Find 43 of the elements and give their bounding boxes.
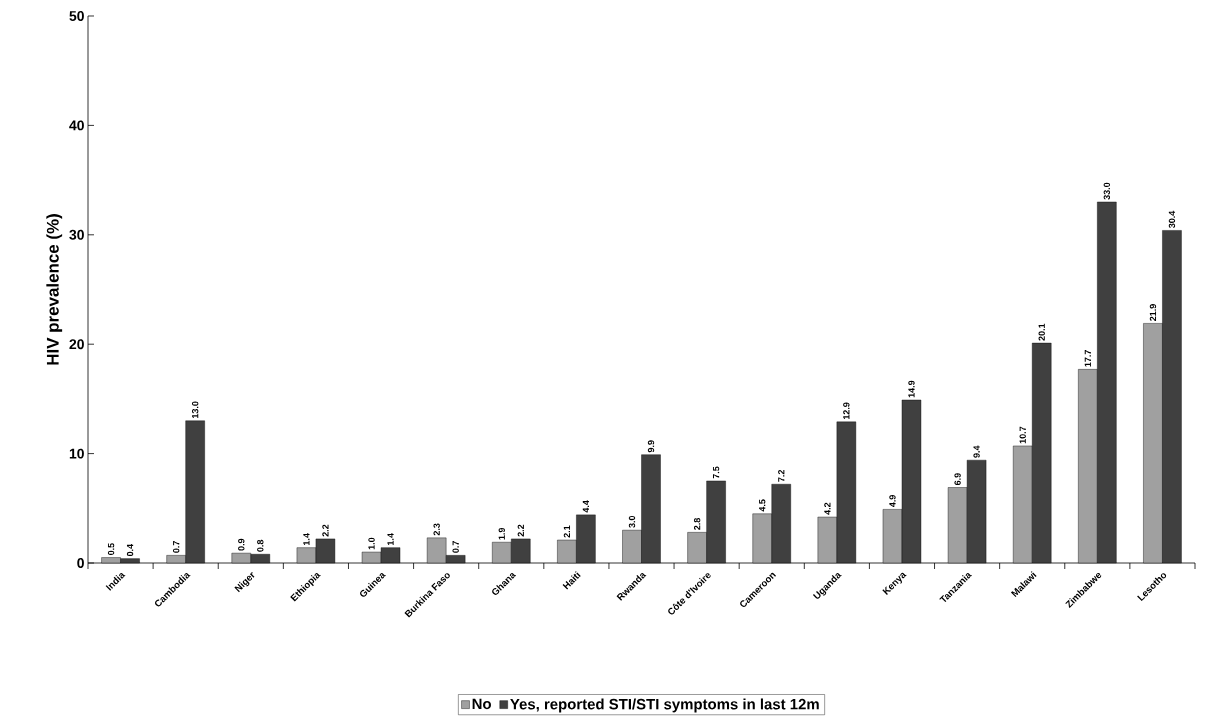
data-label: 12.9 bbox=[843, 402, 850, 420]
y-tick-label: 50 bbox=[69, 11, 84, 21]
data-label: 30.4 bbox=[1168, 210, 1176, 229]
data-label: 4.9 bbox=[889, 495, 896, 508]
y-tick-label: 0 bbox=[77, 558, 84, 568]
data-label: 1.4 bbox=[387, 533, 394, 545]
data-label: 33.0 bbox=[1103, 182, 1110, 200]
data-label: 7.2 bbox=[778, 469, 785, 482]
data-label: 1.9 bbox=[498, 527, 505, 540]
data-label: 14.9 bbox=[908, 380, 915, 398]
data-label: 0.5 bbox=[107, 543, 115, 555]
data-label: 4.5 bbox=[759, 499, 766, 512]
y-tick-label: 30 bbox=[69, 229, 84, 240]
data-label: 2.1 bbox=[563, 525, 571, 538]
data-label: 1.0 bbox=[368, 537, 375, 550]
data-label: 20.1 bbox=[1038, 323, 1045, 341]
data-label: 7.5 bbox=[712, 466, 720, 479]
data-label: 13.0 bbox=[191, 401, 199, 419]
data-label: 21.9 bbox=[1149, 304, 1157, 321]
legend-label: No bbox=[472, 698, 491, 710]
data-label: 4.2 bbox=[824, 502, 831, 515]
y-axis-title: HIV prevalence (%) bbox=[46, 214, 63, 365]
y-tick-label: 40 bbox=[69, 120, 84, 131]
data-label: 1.4 bbox=[303, 533, 310, 545]
data-label: 2.3 bbox=[433, 523, 440, 536]
data-label: 0.8 bbox=[257, 539, 264, 552]
data-label: 2.2 bbox=[322, 524, 329, 537]
data-label: 0.4 bbox=[126, 544, 134, 557]
data-label: 10.7 bbox=[1019, 426, 1026, 444]
data-label: 9.4 bbox=[973, 445, 980, 458]
data-label: 3.0 bbox=[628, 515, 636, 528]
data-label: 6.9 bbox=[954, 473, 961, 485]
y-tick-label: 10 bbox=[69, 448, 84, 459]
data-label: 9.9 bbox=[647, 440, 655, 453]
y-tick-label: 20 bbox=[69, 339, 84, 350]
data-label: 2.2 bbox=[517, 524, 524, 537]
data-label: 17.7 bbox=[1084, 350, 1091, 367]
data-label: 0.7 bbox=[173, 541, 180, 553]
data-label: 2.8 bbox=[693, 517, 701, 530]
data-label: 0.9 bbox=[238, 538, 245, 551]
data-label: 4.4 bbox=[582, 500, 589, 513]
data-label: 0.7 bbox=[452, 541, 459, 553]
legend-label: Yes, reported STI/STI symptoms in last 12m bbox=[510, 698, 819, 713]
